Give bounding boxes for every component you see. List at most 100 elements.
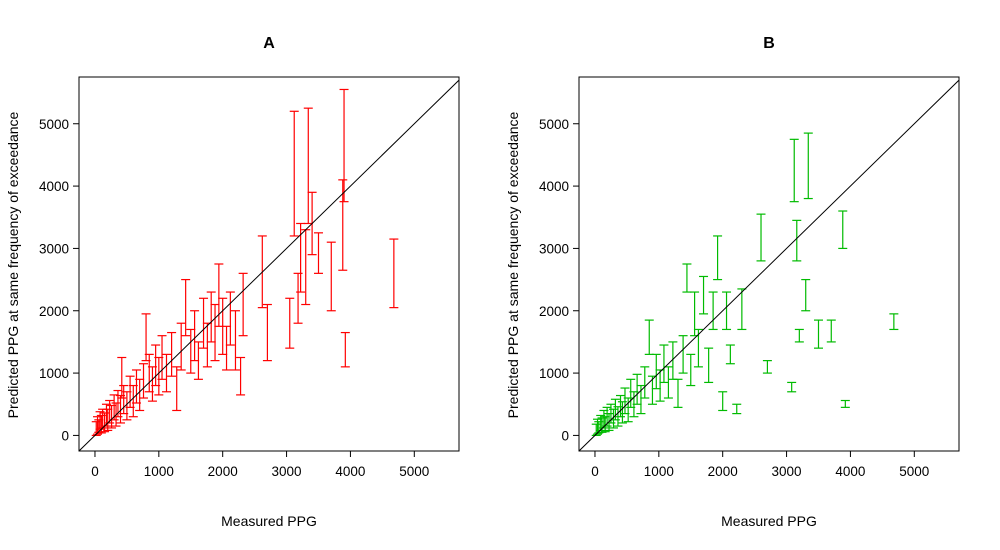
panel-a-plot-area: 0 1000 2000 3000 4000 5000 0 1000 2000 3000 4000 50… xyxy=(39,76,460,479)
panel-b-error-bar xyxy=(608,408,618,429)
panel-a-error-bar xyxy=(167,331,177,377)
panel-b-y-axis-label: Predicted PPG at same frequency of excee… xyxy=(505,111,521,418)
panel-b-x-tick-label: 5000 xyxy=(899,464,929,479)
panel-a-plot-border xyxy=(78,76,460,452)
panel-b-error-bar xyxy=(789,138,799,203)
panel-b-reference-line xyxy=(579,79,959,451)
panel-a-error-bar xyxy=(262,303,272,362)
panel-a-error-bar xyxy=(139,363,149,399)
panel-a-error-bar xyxy=(313,232,323,274)
panel-a-error-bar xyxy=(222,325,232,371)
panel-a-error-bar xyxy=(186,328,196,374)
panel-a-error-bar xyxy=(181,278,191,337)
panel-a-x-tick-label: 3000 xyxy=(272,464,302,479)
panel-a-y-tick-label: 1000 xyxy=(39,366,69,381)
panel-b-y-tick-label: 3000 xyxy=(539,241,569,256)
panel-b-error-bar xyxy=(704,347,714,384)
panel-b-error-bar xyxy=(725,344,735,365)
panel-b-error-bar xyxy=(708,291,718,331)
panel-b-y-tick-label: 5000 xyxy=(539,117,569,132)
panel-a-error-bar xyxy=(172,366,182,412)
panel-a-error-bar xyxy=(389,238,399,309)
panel-b-error-bar xyxy=(792,219,802,262)
panel-a-y-tick-label: 5000 xyxy=(39,117,69,132)
panel-a-error-bar xyxy=(161,353,171,393)
panel-a-y-tick-label: 2000 xyxy=(39,304,69,319)
panel-b-error-bar xyxy=(632,373,642,405)
panel-a-error-bar xyxy=(285,297,295,349)
panel-b-error-bar xyxy=(838,210,848,250)
panel-b-x-tick-label: 1000 xyxy=(644,464,674,479)
panel-a-error-bar xyxy=(326,241,336,312)
panel-a-x-tick-label: 4000 xyxy=(335,464,365,479)
panel-b-error-bar xyxy=(640,366,650,399)
panel-a-y-tick-label: 3000 xyxy=(39,241,69,256)
panel-a-x-tick-label: 2000 xyxy=(208,464,238,479)
panel-b-error-bar xyxy=(722,291,732,331)
panel-b-y-tick-label: 4000 xyxy=(539,179,569,194)
panel-a-x-tick-label: 1000 xyxy=(144,464,174,479)
panel-b-error-bar xyxy=(682,263,692,293)
panel-b-error-bar xyxy=(713,235,723,281)
panel-a-error-bar xyxy=(157,335,167,380)
panel-b-error-bar xyxy=(699,275,709,315)
panel-a-error-bar xyxy=(340,331,350,368)
panel-b-error-bar xyxy=(756,213,766,262)
panel-b-error-bar xyxy=(686,353,696,387)
panel-a-error-bar xyxy=(206,291,216,343)
panel-b-error-bar xyxy=(889,313,899,331)
panel-a-error-bar xyxy=(105,399,115,424)
panel-a: A Measured PPG Predicted PPG at same fre… xyxy=(5,35,460,529)
panel-b-error-bar xyxy=(801,278,811,312)
panel-a-error-bar xyxy=(135,378,145,412)
panel-b-error-bar xyxy=(659,344,669,384)
panel-a-error-bar xyxy=(238,272,248,337)
panel-a-y-axis-label: Predicted PPG at same frequency of excee… xyxy=(5,111,21,418)
panel-b-error-bar xyxy=(787,381,797,393)
panel-b-plot-border xyxy=(578,76,960,452)
panel-b: B Measured PPG Predicted PPG at same fre… xyxy=(505,35,960,529)
panel-a-y-tick-label: 4000 xyxy=(39,179,69,194)
panel-a-error-bar xyxy=(190,310,200,362)
panel-b-error-bar xyxy=(655,369,665,402)
panel-a-error-bar xyxy=(193,341,203,380)
panel-b-y-tick-label: 0 xyxy=(561,428,569,443)
panel-a-error-bar xyxy=(225,291,235,346)
panel-a-error-bar xyxy=(210,303,220,362)
panel-a-error-bar xyxy=(339,88,349,203)
panel-b-error-bar xyxy=(651,353,661,390)
panel-a-reference-line xyxy=(79,79,459,451)
panel-a-plot-contents xyxy=(79,79,459,451)
panel-b-x-axis-label: Measured PPG xyxy=(721,513,817,529)
panel-a-title: A xyxy=(263,35,275,52)
panel-a-error-bar xyxy=(289,110,299,237)
panel-b-error-bar xyxy=(840,399,850,408)
panel-a-error-bar xyxy=(236,356,246,396)
panel-b-y-tick-label: 2000 xyxy=(539,304,569,319)
panel-a-error-bar xyxy=(176,322,186,371)
panel-a-error-bar xyxy=(338,179,348,271)
panel-b-x-tick-label: 2000 xyxy=(708,464,738,479)
panel-a-error-bar xyxy=(117,356,127,399)
panel-b-x-tick-label: 4000 xyxy=(835,464,865,479)
panel-b-plot-contents xyxy=(579,79,959,451)
panel-b-error-bar xyxy=(693,328,703,368)
panel-a-x-axis-label: Measured PPG xyxy=(221,513,317,529)
panel-b-error-bar xyxy=(803,132,813,200)
panel-a-error-bar xyxy=(303,107,313,225)
panel-b-error-bar xyxy=(678,335,688,374)
panel-b-y-tick-label: 1000 xyxy=(539,366,569,381)
panel-b-error-bar xyxy=(762,360,772,374)
panel-a-error-bar xyxy=(214,263,224,327)
panel-a-error-bar xyxy=(230,310,240,371)
panel-b-error-bar xyxy=(826,319,836,343)
panel-a-y-tick-label: 0 xyxy=(61,428,69,443)
panel-b-plot-area: 0 1000 2000 3000 4000 5000 0 1000 2000 3000 4000 50… xyxy=(539,76,960,479)
panel-b-error-bar xyxy=(732,403,742,415)
panel-a-x-tick-label: 0 xyxy=(91,464,99,479)
panel-b-error-bar xyxy=(718,391,728,412)
panel-b-x-tick-label: 0 xyxy=(591,464,599,479)
panel-b-title: B xyxy=(763,35,775,52)
panel-b-error-bar xyxy=(794,328,804,343)
